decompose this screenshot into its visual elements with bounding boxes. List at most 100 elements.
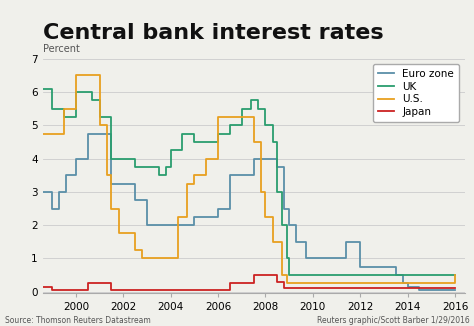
UK xyxy=(73,90,79,94)
Japan xyxy=(40,285,46,289)
Euro zone xyxy=(56,190,62,194)
UK xyxy=(80,90,86,94)
U.S. xyxy=(270,240,275,244)
Euro zone xyxy=(239,173,245,177)
UK xyxy=(255,107,261,111)
Euro zone xyxy=(203,215,209,219)
Euro zone xyxy=(180,223,185,227)
Japan xyxy=(274,280,280,284)
UK xyxy=(116,156,121,160)
Euro zone xyxy=(191,215,197,219)
Euro zone xyxy=(263,156,268,160)
Euro zone xyxy=(381,265,387,269)
Euro zone xyxy=(168,223,173,227)
U.S. xyxy=(239,115,245,119)
Euro zone xyxy=(310,257,316,260)
Euro zone xyxy=(274,165,280,169)
Euro zone xyxy=(132,198,138,202)
Euro zone xyxy=(357,265,363,269)
Euro zone xyxy=(109,182,114,185)
U.S. xyxy=(251,140,256,144)
Euro zone xyxy=(293,240,299,244)
U.S. xyxy=(116,231,121,235)
Japan xyxy=(85,281,91,285)
U.S. xyxy=(49,132,55,136)
Euro zone xyxy=(405,285,410,289)
U.S. xyxy=(120,231,126,235)
U.S. xyxy=(73,73,79,77)
Japan xyxy=(251,273,256,277)
U.S. xyxy=(263,215,268,219)
Legend: Euro zone, UK, U.S., Japan: Euro zone, UK, U.S., Japan xyxy=(373,64,459,122)
Japan xyxy=(109,288,114,292)
Text: Central bank interest rates: Central bank interest rates xyxy=(43,23,383,43)
U.S. xyxy=(104,173,109,177)
UK xyxy=(203,140,209,144)
Euro zone xyxy=(334,257,339,260)
Euro zone xyxy=(400,281,406,285)
Euro zone xyxy=(49,207,55,211)
Text: Percent: Percent xyxy=(43,44,80,54)
Text: Reuters graphic/Scott Barber 1/29/2016: Reuters graphic/Scott Barber 1/29/2016 xyxy=(317,316,469,325)
U.S. xyxy=(175,215,181,219)
Euro zone xyxy=(64,173,69,177)
U.S. xyxy=(284,281,290,285)
Japan xyxy=(239,281,245,285)
Euro zone xyxy=(343,240,349,244)
U.S. xyxy=(258,190,264,194)
U.S. xyxy=(286,281,292,285)
Euro zone xyxy=(156,223,162,227)
UK xyxy=(239,107,245,111)
Japan xyxy=(282,287,287,290)
U.S. xyxy=(279,273,285,277)
UK xyxy=(109,156,114,160)
UK xyxy=(428,273,434,277)
Euro zone xyxy=(73,156,79,160)
UK xyxy=(168,148,173,152)
Euro zone xyxy=(85,132,91,136)
U.S. xyxy=(97,123,102,127)
Text: Source: Thomson Reuters Datastream: Source: Thomson Reuters Datastream xyxy=(5,316,150,325)
Japan xyxy=(97,281,102,285)
UK xyxy=(291,273,297,277)
UK xyxy=(227,123,233,127)
Euro zone xyxy=(452,288,458,292)
UK xyxy=(248,98,254,102)
UK xyxy=(90,98,95,102)
Euro zone xyxy=(322,257,328,260)
UK xyxy=(97,115,102,119)
Japan xyxy=(61,288,67,292)
Japan xyxy=(73,288,79,292)
UK xyxy=(180,132,185,136)
UK xyxy=(61,115,67,119)
Euro zone xyxy=(424,288,429,292)
Euro zone xyxy=(251,156,256,160)
Euro zone xyxy=(282,207,287,211)
U.S. xyxy=(156,257,162,260)
Line: Japan: Japan xyxy=(43,275,455,290)
U.S. xyxy=(168,257,173,260)
UK xyxy=(156,173,162,177)
UK xyxy=(187,132,192,136)
Euro zone xyxy=(369,265,375,269)
UK xyxy=(163,165,169,169)
Japan xyxy=(452,287,458,290)
U.S. xyxy=(191,173,197,177)
UK xyxy=(284,257,290,260)
UK xyxy=(144,165,150,169)
U.S. xyxy=(61,107,67,111)
Euro zone xyxy=(353,240,358,244)
U.S. xyxy=(440,281,446,285)
UK xyxy=(286,273,292,277)
Euro zone xyxy=(120,182,126,185)
U.S. xyxy=(215,115,221,119)
Euro zone xyxy=(144,223,150,227)
U.S. xyxy=(227,115,233,119)
U.S. xyxy=(132,248,138,252)
U.S. xyxy=(452,273,458,277)
U.S. xyxy=(184,182,190,185)
Line: U.S.: U.S. xyxy=(43,75,455,283)
Line: Euro zone: Euro zone xyxy=(43,134,455,290)
Japan xyxy=(49,288,55,292)
U.S. xyxy=(109,207,114,211)
